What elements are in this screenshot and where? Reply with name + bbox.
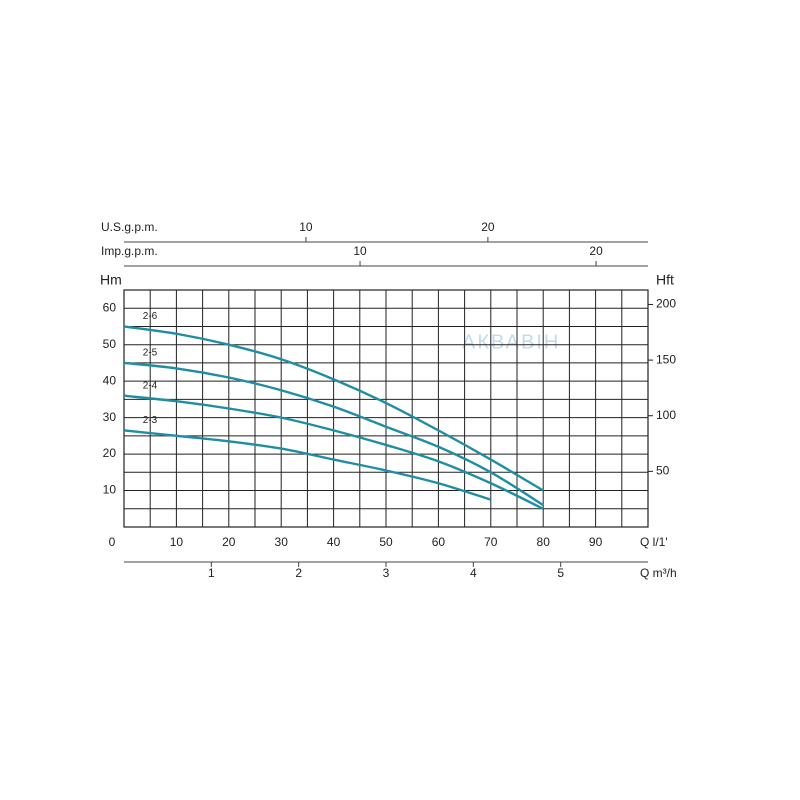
axis-tick-label: 4 [470,566,477,580]
x-tick-label: 20 [222,535,236,549]
y-tick-label: 10 [103,483,117,497]
y-tick-label: 40 [103,373,117,387]
series-label: 2-4 [143,380,158,391]
axis-tick-label: 10 [353,244,367,258]
y-tick-label: 30 [103,410,117,424]
axis-label: Imp.g.p.m. [101,244,158,258]
y-tick-label: 20 [103,446,117,460]
curve [123,394,544,510]
watermark: АКВАВІН [462,331,560,353]
curve [123,361,544,507]
axis-tick-label: 2 [295,566,302,580]
x-tick-label: 60 [432,535,446,549]
x-tick-label: 0 [109,535,116,549]
x-tick-label: 70 [484,535,498,549]
axis-tick-label: 20 [589,244,603,258]
curve [123,429,492,501]
y2-tick-label: 200 [656,297,676,311]
axis-label: U.S.g.p.m. [101,220,158,234]
x-tick-label: 50 [379,535,393,549]
x-axis-label: Q l/1' [640,535,668,549]
x-tick-label: 90 [589,535,603,549]
x-tick-label: 10 [170,535,184,549]
x-tick-label: 30 [275,535,289,549]
x-tick-label: 80 [537,535,551,549]
y-tick-label: 50 [103,337,117,351]
axis-label: Q m³/h [640,566,677,580]
axis-tick-label: 3 [383,566,390,580]
y2-tick-label: 100 [656,408,676,422]
axis-tick-label: 5 [557,566,564,580]
axis-tick-label: 20 [481,220,495,234]
y2-tick-label: 150 [656,352,676,366]
axis-tick-label: 10 [299,220,313,234]
curve [123,325,544,492]
series-label: 2-3 [143,415,158,426]
y2-axis-label: Hft [656,272,674,288]
y-tick-label: 60 [103,300,117,314]
y-axis-label: Hm [100,272,122,288]
series-label: 2-6 [143,311,158,322]
series-label: 2-5 [143,348,158,359]
axis-tick-label: 1 [208,566,215,580]
y2-tick-label: 50 [656,464,670,478]
x-tick-label: 40 [327,535,341,549]
